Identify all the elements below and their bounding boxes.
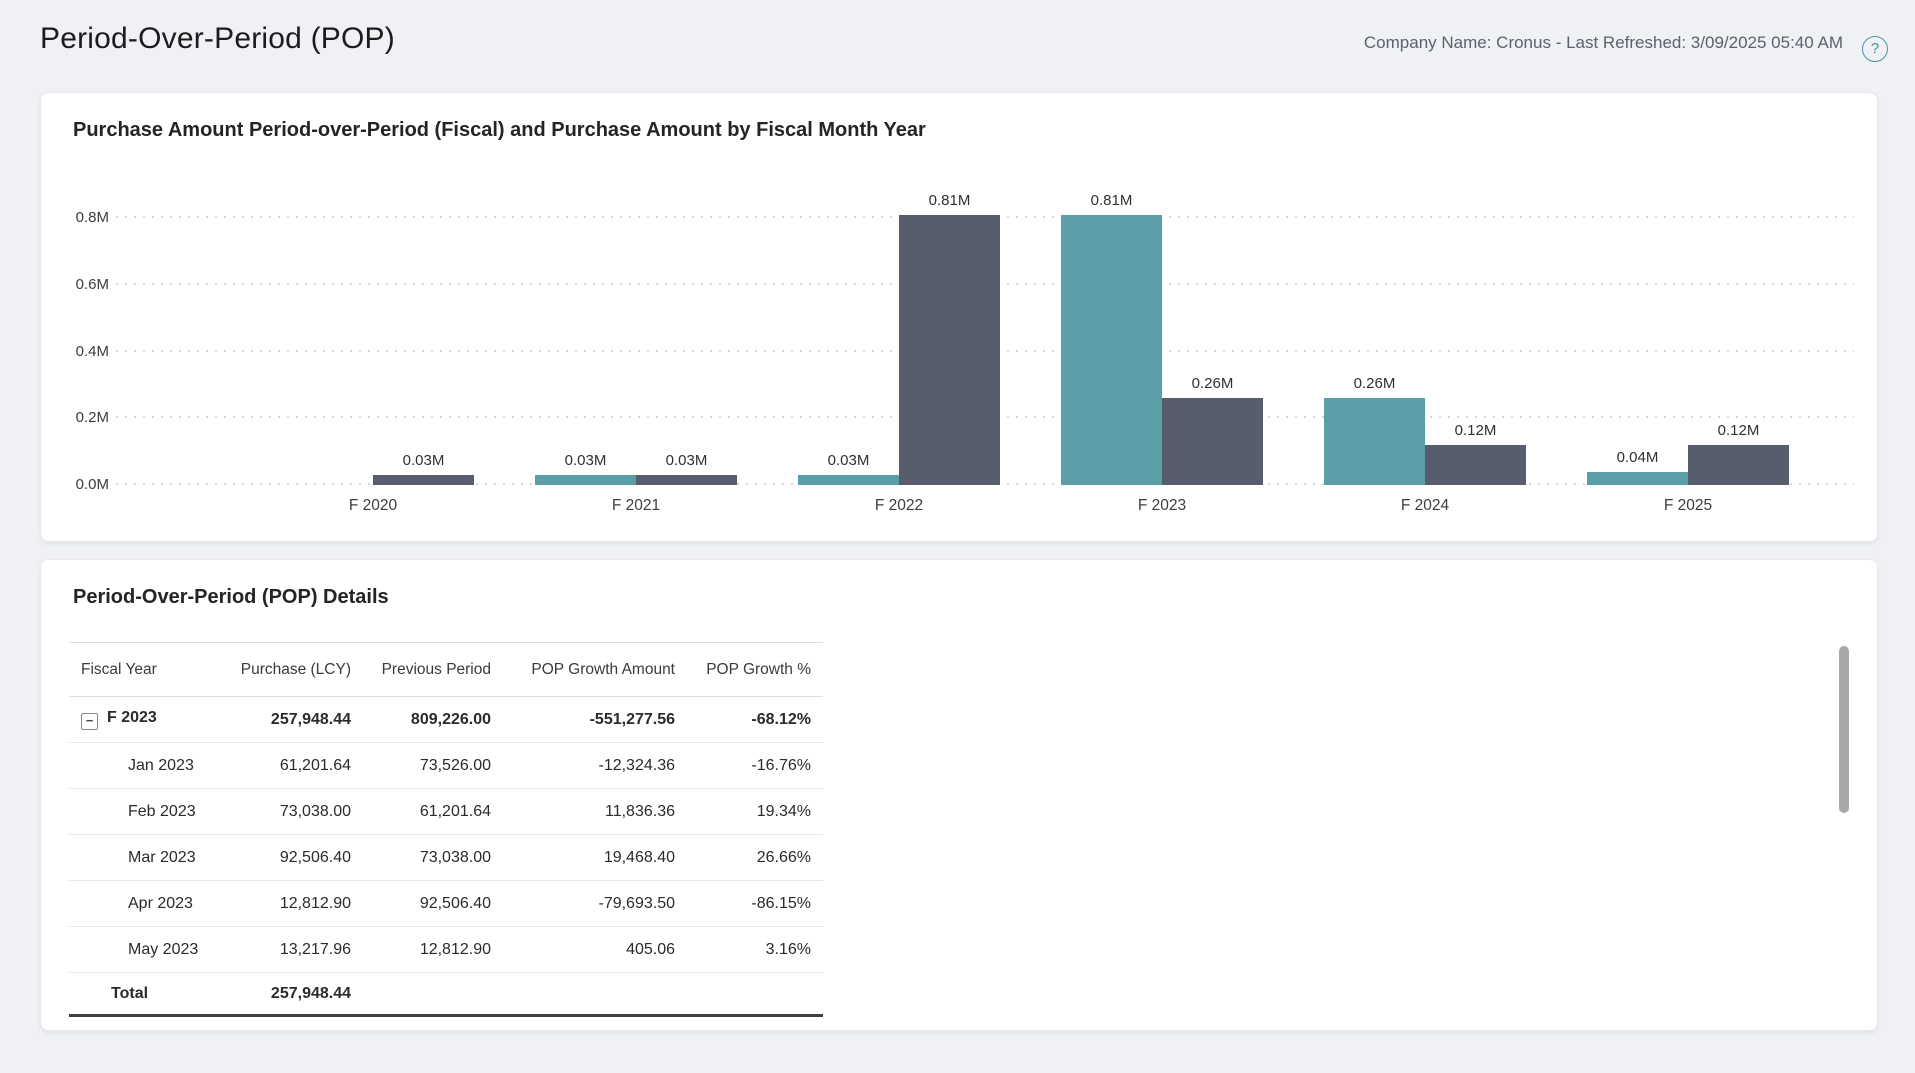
table-row[interactable]: May 2023 13,217.96 12,812.90 405.06 3.16% (69, 927, 823, 973)
bar-pop-previous-period[interactable] (798, 475, 899, 485)
bar-value-label: 0.03M (564, 452, 607, 469)
bar-value-label: 0.03M (665, 452, 708, 469)
column-header[interactable]: Fiscal Year (81, 660, 157, 678)
cell-value: 11,836.36 (605, 802, 675, 820)
collapse-toggle-icon[interactable]: − (81, 713, 98, 730)
cell-value: -16.76% (751, 756, 811, 774)
x-axis-category-label: F 2025 (1663, 497, 1713, 514)
page-title: Period-Over-Period (POP) (40, 22, 395, 55)
table-header: Fiscal Year Purchase (LCY) Previous Period… (69, 642, 823, 697)
bar-value-label: 0.03M (402, 452, 445, 469)
details-table-title: Period-Over-Period (POP) Details (73, 586, 389, 608)
cell-value: 61,201.64 (419, 802, 491, 820)
cell-value: 19,468.40 (603, 848, 675, 866)
details-card: Period-Over-Period (POP) Details Fiscal … (40, 559, 1878, 1031)
cell-value: -86.15% (751, 894, 811, 912)
bar-purchase-amount[interactable] (1688, 444, 1789, 485)
table-row[interactable]: Feb 2023 73,038.00 61,201.64 11,836.36 19.34… (69, 789, 823, 835)
y-axis-tick-label: 0.8M (75, 209, 109, 226)
bar-pop-previous-period[interactable] (1324, 398, 1425, 485)
bar-purchase-amount[interactable] (899, 214, 1000, 485)
cell-value: 257,948.44 (270, 710, 351, 728)
company-last-refreshed-text: Company Name: Cronus - Last Refreshed: 3… (1363, 33, 1843, 52)
column-header[interactable]: Purchase (LCY) (240, 660, 351, 678)
x-axis-category-label: F 2022 (874, 497, 924, 514)
x-axis-category-label: F 2021 (611, 497, 661, 514)
row-label: F 2023 (107, 709, 157, 726)
column-header[interactable]: Previous Period (381, 660, 491, 678)
empty-cell (359, 973, 499, 1016)
column-header[interactable]: POP Growth Amount (531, 660, 675, 678)
help-icon[interactable]: ? (1862, 36, 1888, 62)
y-axis-tick-label: 0.6M (75, 275, 109, 293)
bar-value-label: 0.81M (928, 191, 971, 209)
table-row[interactable]: Jan 2023 61,201.64 73,526.00 -12,324.36 -16.… (69, 743, 823, 789)
pop-details-table: Fiscal Year Purchase (LCY) Previous Period… (69, 642, 823, 1017)
plot-area: 0.03M F 2020 0.03M 0.03M F 2021 0.03M 0.81M F 2… (116, 192, 1854, 514)
vertical-scrollbar-thumb[interactable] (1839, 646, 1849, 813)
cell-value: 405.06 (626, 940, 675, 958)
cell-value: 13,217.96 (279, 940, 351, 958)
empty-cell (499, 973, 683, 1016)
cell-value: 61,201.64 (279, 756, 351, 774)
chart-title: Purchase Amount Period-over-Period (Fisc… (73, 119, 926, 141)
cell-value: 12,812.90 (419, 940, 491, 958)
empty-cell (683, 973, 823, 1016)
cell-value: 12,812.90 (279, 894, 351, 912)
table-row[interactable]: Apr 2023 12,812.90 92,506.40 -79,693.50 -86.… (69, 881, 823, 927)
cell-value: 809,226.00 (410, 710, 491, 728)
row-label: May 2023 (128, 940, 199, 958)
table-row[interactable]: − F 2023 257,948.44 809,226.00 -551,277.56 -6… (69, 697, 823, 743)
bar-pop-previous-period[interactable] (1061, 214, 1162, 485)
bar-value-label: 0.26M (1191, 375, 1234, 393)
chart-card: Purchase Amount Period-over-Period (Fisc… (40, 92, 1878, 542)
row-label: Feb 2023 (128, 802, 196, 820)
cell-value: 73,038.00 (279, 802, 351, 820)
column-header[interactable]: POP Growth % (706, 660, 811, 678)
cell-value: 3.16% (765, 940, 811, 958)
bar-purchase-amount[interactable] (1425, 444, 1526, 485)
bar-purchase-amount[interactable] (1162, 398, 1263, 485)
cell-value: 73,526.00 (419, 756, 491, 774)
total-row: Total 257,948.44 (69, 973, 823, 1016)
cell-value: -68.12% (751, 710, 811, 728)
cell-value: -551,277.56 (589, 710, 675, 728)
cell-value: 92,506.40 (419, 894, 491, 912)
bar-value-label: 0.12M (1454, 421, 1497, 439)
bar-pop-previous-period[interactable] (1587, 471, 1688, 485)
x-axis-category-label: F 2023 (1137, 497, 1187, 514)
row-label: Apr 2023 (128, 894, 193, 912)
bar-value-label: 0.04M (1616, 448, 1659, 466)
table-row[interactable]: Mar 2023 92,506.40 73,038.00 19,468.40 26.66… (69, 835, 823, 881)
bar-pop-previous-period[interactable] (535, 475, 636, 485)
cell-value: 92,506.40 (279, 848, 351, 866)
cell-value: 19.34% (756, 802, 811, 820)
cell-value: -12,324.36 (598, 756, 675, 774)
row-label: Mar 2023 (128, 848, 196, 866)
cell-value: 73,038.00 (419, 848, 491, 866)
bar-value-label: 0.81M (1090, 191, 1133, 209)
bar-purchase-amount[interactable] (636, 475, 737, 485)
y-axis-tick-label: 0.2M (75, 409, 109, 427)
row-label: Jan 2023 (128, 756, 194, 774)
total-purchase-value: 257,948.44 (270, 984, 351, 1002)
bar-purchase-amount[interactable] (373, 475, 474, 485)
cell-value: -79,693.50 (598, 894, 675, 912)
cell-value: 26.66% (756, 848, 811, 866)
bar-value-label: 0.03M (827, 452, 870, 469)
total-label: Total (111, 984, 149, 1002)
bar-value-label: 0.26M (1353, 375, 1396, 393)
y-axis-tick-label: 0.4M (75, 342, 109, 360)
x-axis-category-label: F 2024 (1400, 497, 1450, 514)
bar-value-label: 0.12M (1717, 421, 1760, 439)
y-axis-tick-label: 0.0M (75, 476, 109, 493)
x-axis-category-label: F 2020 (348, 497, 398, 514)
